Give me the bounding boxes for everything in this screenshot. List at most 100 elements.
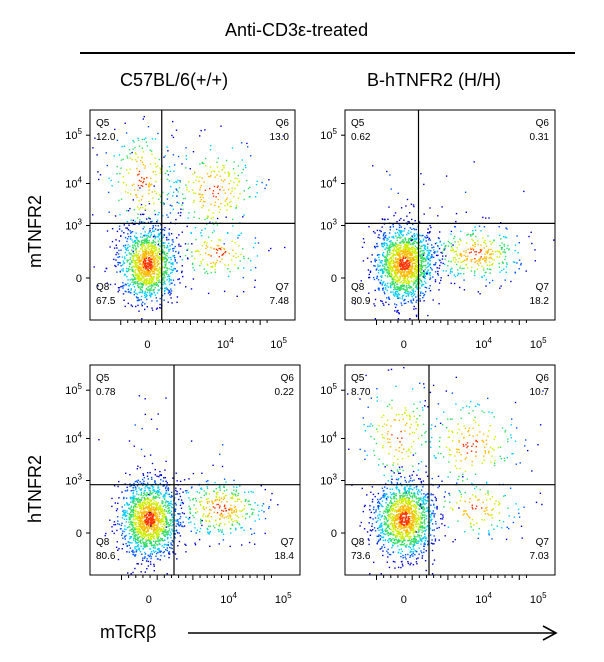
event-dot xyxy=(407,265,409,267)
event-dot xyxy=(162,505,165,507)
event-dot xyxy=(212,223,215,225)
event-dot xyxy=(412,281,414,283)
event-dot xyxy=(158,274,160,276)
event-dot xyxy=(147,283,149,285)
column-title-bhtnfr2: B-hTNFR2 (H/H) xyxy=(367,70,501,90)
event-dot xyxy=(402,249,404,251)
event-dot xyxy=(175,270,178,272)
event-dot xyxy=(389,246,391,249)
event-dot xyxy=(150,277,152,279)
event-dot xyxy=(144,290,147,292)
event-dot xyxy=(166,485,168,487)
event-dot xyxy=(149,471,151,474)
event-dot xyxy=(145,241,147,243)
event-dot xyxy=(127,270,130,272)
event-dot xyxy=(441,258,444,260)
event-dot xyxy=(400,272,402,274)
event-dot xyxy=(421,265,424,267)
event-dot xyxy=(401,271,404,273)
event-dot xyxy=(430,226,432,229)
event-dot xyxy=(416,278,418,281)
event-dot xyxy=(142,253,145,255)
event-dot xyxy=(411,295,413,298)
event-dot xyxy=(174,553,177,555)
event-dot xyxy=(180,499,183,501)
event-dot xyxy=(172,541,174,543)
event-dot xyxy=(226,209,228,211)
event-dot xyxy=(397,276,399,278)
event-dot xyxy=(393,266,395,268)
event-dot xyxy=(158,279,160,281)
event-dot xyxy=(510,280,512,283)
event-dot xyxy=(380,279,382,282)
event-dot xyxy=(403,279,406,282)
event-dot xyxy=(434,242,437,245)
event-dot xyxy=(408,292,410,294)
event-dot xyxy=(482,216,484,219)
event-dot xyxy=(136,517,138,520)
event-dot xyxy=(154,236,157,238)
event-dot xyxy=(413,275,415,278)
event-dot xyxy=(448,241,451,244)
event-dot xyxy=(118,228,121,230)
event-dot xyxy=(154,532,157,535)
event-dot xyxy=(142,513,145,515)
event-dot xyxy=(201,161,204,164)
event-dot xyxy=(150,295,152,297)
event-dot xyxy=(148,257,150,259)
event-dot xyxy=(151,280,153,283)
event-dot xyxy=(130,485,133,487)
event-dot xyxy=(166,267,169,269)
event-dot xyxy=(398,279,400,282)
event-dot xyxy=(157,234,160,236)
event-dot xyxy=(399,248,401,250)
event-dot xyxy=(394,262,397,264)
event-dot xyxy=(159,492,161,494)
event-dot xyxy=(131,521,134,523)
event-dot xyxy=(166,252,168,255)
event-dot xyxy=(161,294,164,297)
event-dot xyxy=(139,266,142,268)
x-tick-label: 105 xyxy=(270,336,287,351)
event-dot xyxy=(106,282,108,284)
event-dot xyxy=(410,276,412,278)
event-dot xyxy=(410,254,413,257)
event-dot xyxy=(125,518,128,520)
event-dot xyxy=(392,284,394,286)
event-dot xyxy=(505,266,508,268)
event-dot xyxy=(204,201,206,203)
event-dot xyxy=(135,503,137,505)
event-dot xyxy=(406,273,408,276)
event-dot xyxy=(141,264,143,266)
event-dot xyxy=(514,272,516,274)
event-dot xyxy=(415,314,418,316)
event-dot xyxy=(397,287,400,289)
event-dot xyxy=(140,243,143,245)
event-dot xyxy=(372,165,374,167)
event-dot xyxy=(406,249,408,252)
event-dot xyxy=(160,537,162,540)
event-dot xyxy=(445,244,447,247)
event-dot xyxy=(419,264,421,267)
event-dot xyxy=(422,292,424,294)
event-dot xyxy=(479,262,482,264)
event-dot xyxy=(166,501,169,503)
event-dot xyxy=(406,263,408,266)
event-dot xyxy=(168,495,171,498)
event-dot xyxy=(163,544,166,546)
event-dot xyxy=(407,295,410,297)
event-dot xyxy=(130,261,133,263)
event-dot xyxy=(214,170,216,173)
event-dot xyxy=(406,268,408,270)
event-dot xyxy=(504,236,507,238)
event-dot xyxy=(161,545,163,547)
event-dot xyxy=(435,262,437,264)
event-dot xyxy=(116,529,118,532)
event-dot xyxy=(141,270,143,272)
event-dot xyxy=(400,302,402,304)
event-dot xyxy=(129,230,131,232)
event-dot xyxy=(396,279,398,281)
event-dot xyxy=(440,261,442,264)
event-dot xyxy=(164,266,166,268)
event-dot xyxy=(134,254,136,257)
